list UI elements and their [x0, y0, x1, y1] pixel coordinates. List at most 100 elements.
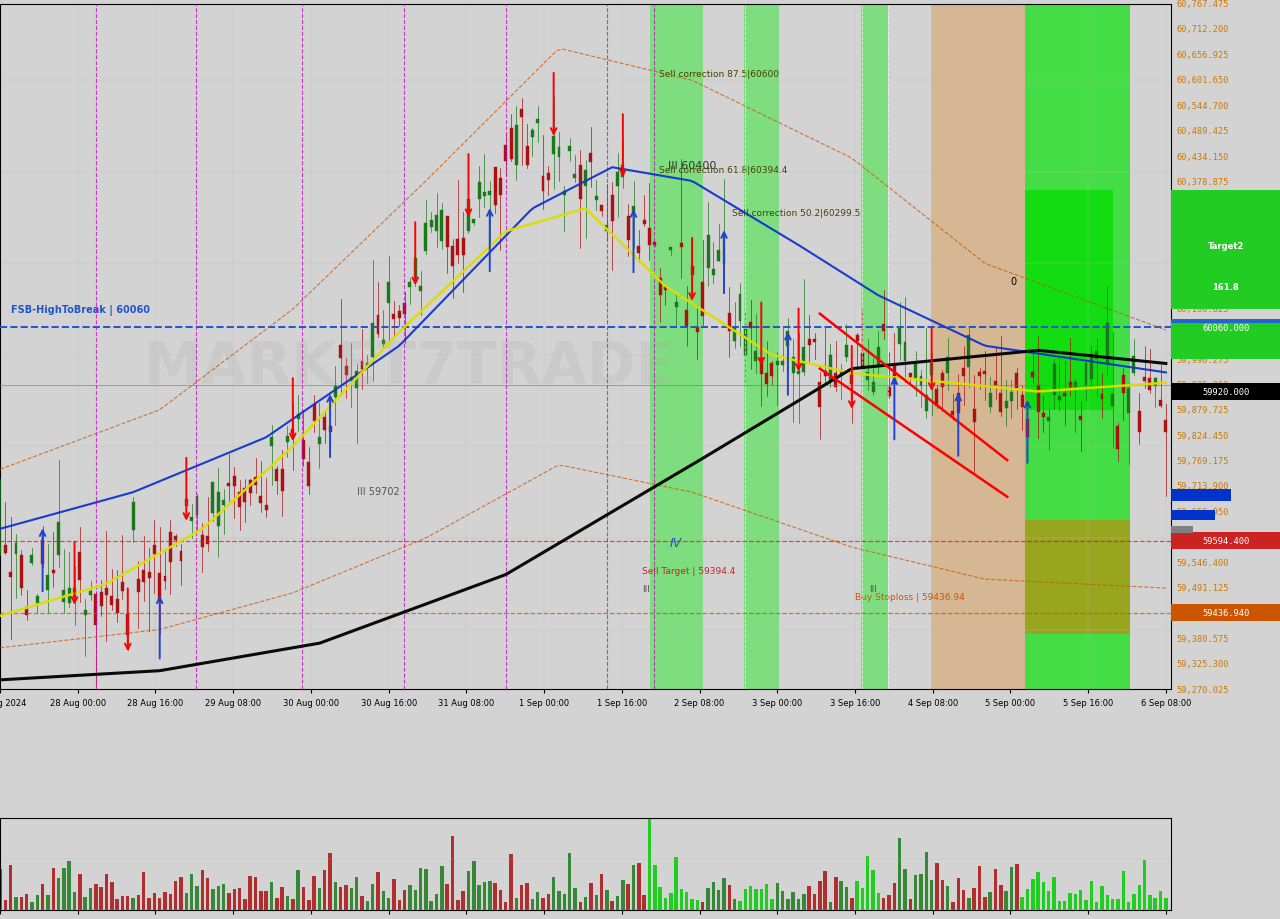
Bar [650, 5, 703, 689]
Bar [216, 492, 220, 527]
Bar [1143, 860, 1147, 910]
Bar [1171, 323, 1280, 360]
Bar [371, 323, 374, 357]
Bar [297, 870, 300, 910]
Bar [1116, 426, 1120, 449]
Bar [781, 891, 785, 910]
Bar [664, 899, 667, 910]
Bar [349, 888, 353, 910]
Bar [1025, 5, 1130, 689]
Bar [238, 888, 242, 910]
Bar [344, 367, 347, 376]
Bar [1027, 420, 1029, 437]
Bar [589, 883, 593, 910]
Bar [179, 551, 183, 562]
Bar [579, 165, 581, 200]
Bar [658, 887, 662, 910]
Bar [419, 287, 422, 291]
Bar [558, 148, 561, 157]
Bar [280, 470, 284, 492]
Bar [892, 883, 896, 910]
Bar [19, 897, 23, 910]
Bar [408, 283, 411, 288]
Bar [685, 311, 689, 328]
Bar [504, 146, 507, 162]
Text: FSB-HighToBreak | 60060: FSB-HighToBreak | 60060 [10, 304, 150, 315]
Bar [36, 596, 38, 603]
Bar [413, 891, 417, 910]
Bar [1020, 897, 1024, 910]
Bar [924, 852, 928, 910]
Bar [4, 545, 6, 553]
Bar [978, 373, 980, 377]
Bar [845, 346, 847, 357]
Bar [637, 247, 640, 254]
Bar [291, 900, 294, 910]
Bar [855, 880, 859, 910]
Text: 0: 0 [1011, 277, 1016, 287]
Bar [285, 437, 289, 443]
Bar [413, 258, 417, 279]
Bar [909, 374, 911, 378]
Bar [1121, 870, 1125, 910]
Bar [1042, 414, 1044, 417]
Bar [0, 546, 1, 552]
Text: 60,045.550: 60,045.550 [1176, 330, 1229, 339]
Bar [83, 897, 87, 910]
Bar [419, 868, 422, 910]
Bar [899, 329, 901, 345]
Bar [403, 303, 406, 315]
Bar [122, 583, 124, 592]
Bar [579, 902, 582, 910]
Bar [1160, 400, 1162, 407]
Bar [1121, 376, 1125, 393]
Bar [105, 588, 108, 596]
Bar [611, 901, 614, 910]
Bar [786, 900, 790, 910]
Bar [557, 891, 561, 910]
Bar [504, 902, 507, 910]
Bar [227, 893, 230, 910]
Bar [872, 382, 874, 392]
Bar [845, 887, 849, 910]
Bar [712, 270, 714, 276]
Bar [956, 393, 960, 414]
Bar [771, 364, 773, 377]
Bar [19, 555, 23, 588]
Bar [488, 192, 492, 196]
Bar [228, 483, 230, 487]
Bar [983, 371, 987, 375]
Bar [1064, 393, 1066, 397]
Bar [387, 898, 390, 910]
Bar [499, 179, 502, 197]
Bar [445, 883, 449, 910]
Bar [1158, 891, 1162, 910]
Text: Time A:2024.09.05 00:00:00 | Time B:2024.09.06 01:00:00 | Time C:2024.09.06 13:0: Time A:2024.09.05 00:00:00 | Time B:2024… [3, 50, 433, 59]
Bar [860, 888, 864, 910]
Bar [137, 894, 140, 910]
Bar [840, 881, 842, 910]
Bar [430, 901, 433, 910]
Bar [936, 390, 938, 407]
Bar [552, 137, 556, 154]
Bar [616, 173, 620, 187]
Bar [808, 339, 810, 346]
Bar [260, 497, 262, 504]
Bar [472, 861, 476, 910]
Bar [887, 388, 891, 396]
Text: IV: IV [669, 537, 682, 550]
Bar [1171, 489, 1231, 502]
Bar [317, 889, 321, 910]
Bar [1171, 320, 1280, 336]
Bar [584, 171, 588, 187]
Bar [1111, 395, 1114, 406]
Bar [1148, 895, 1152, 910]
Bar [14, 543, 18, 554]
Bar [393, 315, 396, 319]
Bar [63, 868, 65, 910]
Text: 59,270.025: 59,270.025 [1176, 685, 1229, 694]
Bar [216, 886, 220, 910]
Text: 60,601.650: 60,601.650 [1176, 76, 1229, 85]
Bar [563, 192, 566, 196]
Bar [925, 396, 928, 412]
